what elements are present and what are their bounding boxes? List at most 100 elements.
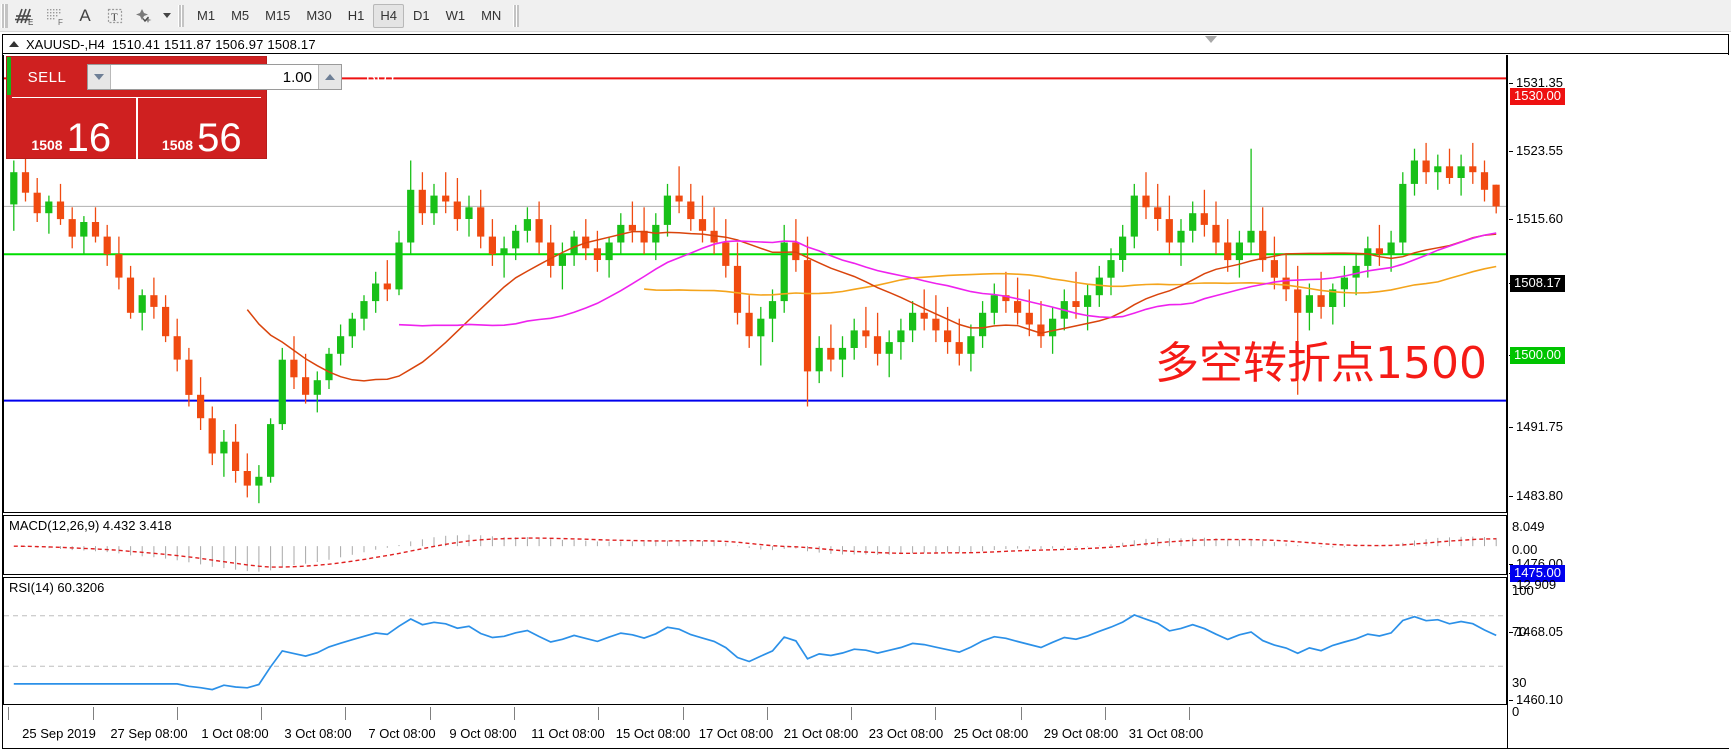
- time-tick: [767, 707, 768, 720]
- chevron-up-icon: [325, 74, 335, 80]
- time-axis-label: 21 Oct 08:00: [783, 726, 859, 741]
- time-tick: [598, 707, 599, 720]
- price-tick-label: 1460.10: [1509, 692, 1563, 707]
- price-tick-label: 1491.75: [1509, 419, 1563, 434]
- timeframe-h4[interactable]: H4: [373, 3, 404, 28]
- price-tick-label: 1523.55: [1509, 143, 1563, 158]
- svg-text:T: T: [111, 11, 118, 23]
- volume-increase-button[interactable]: [318, 65, 341, 89]
- time-axis-label: 9 Oct 08:00: [449, 726, 517, 741]
- timeframe-m15[interactable]: M15: [265, 8, 291, 23]
- time-axis-label: 31 Oct 08:00: [1128, 726, 1204, 741]
- time-tick: [177, 707, 178, 720]
- time-tick: [1189, 707, 1190, 720]
- price-tick-label: 1483.80: [1509, 488, 1563, 503]
- sell-price-pips: 16: [66, 116, 112, 160]
- price-tick-label: 1468.05: [1509, 624, 1563, 639]
- volume-input[interactable]: [111, 65, 318, 89]
- time-tick: [514, 707, 515, 720]
- collapse-triangle-icon[interactable]: [9, 41, 19, 47]
- time-axis-label: 23 Oct 08:00: [868, 726, 944, 741]
- price-tick-label: 1515.60: [1509, 211, 1563, 226]
- indicators-icon[interactable]: E: [10, 3, 40, 29]
- chart-symbol-bar: XAUUSD-,H4 1510.41 1511.87 1506.97 1508.…: [3, 35, 1728, 54]
- chart-window: XAUUSD-,H4 1510.41 1511.87 1506.97 1508.…: [2, 34, 1729, 749]
- time-axis-label: 25 Sep 2019: [22, 726, 96, 741]
- sell-price-cell[interactable]: 1508 16: [7, 97, 138, 159]
- rsi-scale-label: 0: [1512, 704, 1520, 719]
- time-axis-label: 17 Oct 08:00: [698, 726, 774, 741]
- price-level-tag[interactable]: 1475.00: [1510, 565, 1565, 582]
- volume-stepper[interactable]: [87, 64, 342, 90]
- time-tick: [261, 707, 262, 720]
- rsi-scale-label: 100: [1512, 583, 1534, 598]
- panel-accent-strip: [7, 57, 11, 95]
- macd-scale-label: -12.909: [1512, 577, 1557, 592]
- macd-scale-label: 8.049: [1512, 519, 1545, 534]
- text-icon[interactable]: A: [79, 5, 91, 25]
- chart-symbol-label: XAUUSD-,H4: [26, 36, 105, 52]
- timeframe-m30[interactable]: M30: [306, 8, 332, 23]
- timeframe-d1[interactable]: D1: [412, 8, 430, 23]
- chevron-down-icon[interactable]: [160, 4, 173, 28]
- time-axis-label: 29 Oct 08:00: [1043, 726, 1119, 741]
- templates-icon[interactable]: F: [40, 3, 70, 29]
- rsi-scale-label: 70: [1512, 624, 1527, 639]
- time-tick: [430, 707, 431, 720]
- chevron-down-icon: [94, 74, 104, 80]
- price-tick-label: 1531.35: [1509, 75, 1563, 90]
- time-axis-label: 15 Oct 08:00: [615, 726, 691, 741]
- buy-price-cell[interactable]: 1508 56: [138, 97, 267, 159]
- time-axis-label: 11 Oct 08:00: [531, 726, 605, 741]
- price-level-tag[interactable]: 1530.00: [1510, 88, 1565, 105]
- timeframe-mn[interactable]: MN: [481, 8, 502, 23]
- chart-ohlc-values: 1510.41 1511.87 1506.97 1508.17: [111, 36, 316, 52]
- volume-decrease-button[interactable]: [88, 65, 111, 89]
- label-icon[interactable]: T: [100, 3, 130, 29]
- sell-button[interactable]: SELL: [27, 68, 67, 86]
- macd-plot: [13, 534, 1497, 572]
- candlestick-plot: [4, 77, 1506, 504]
- chart-annotation-text: 多空转折点1500: [1155, 338, 1487, 389]
- timeframe-w1[interactable]: W1: [445, 8, 466, 23]
- objects-icon[interactable]: [130, 3, 160, 29]
- time-tick: [1105, 707, 1106, 720]
- main-toolbar: E F A T M1 M5 M15 M30 H1 H4: [0, 0, 1731, 32]
- time-axis-label: 3 Oct 08:00: [284, 726, 352, 741]
- toolbar-separator: [178, 4, 184, 27]
- macd-scale-label: 0.00: [1512, 542, 1538, 557]
- price-level-tag[interactable]: 1508.17: [1510, 275, 1565, 292]
- rsi-scale-label: 30: [1512, 675, 1527, 690]
- toolbar-grip[interactable]: [1, 3, 8, 28]
- svg-text:F: F: [58, 18, 63, 27]
- timeframe-h1[interactable]: H1: [347, 8, 365, 23]
- chevron-down-icon-chart[interactable]: [1205, 36, 1217, 43]
- time-tick: [683, 707, 684, 720]
- price-scale-column[interactable]: 1531.35 1523.55 1515.60 1508.17 1500.00 1491.…: [1507, 55, 1729, 748]
- time-tick: [851, 707, 852, 720]
- toolbar-separator-end: [513, 4, 520, 27]
- timeframe-m5[interactable]: M5: [231, 8, 250, 23]
- time-tick: [93, 707, 94, 720]
- one-click-trading-panel[interactable]: SELL BUY 1508 16 1508 56: [6, 56, 398, 159]
- rsi-plot: [4, 614, 1506, 691]
- time-axis-label: 1 Oct 08:00: [201, 726, 269, 741]
- buy-price-pips: 56: [197, 116, 242, 160]
- time-tick: [345, 707, 346, 720]
- rsi-pane[interactable]: RSI(14) 60.3206: [3, 577, 1507, 705]
- time-tick: [935, 707, 936, 720]
- price-level-tag[interactable]: 1500.00: [1510, 347, 1565, 364]
- time-axis-label: 25 Oct 08:00: [953, 726, 1029, 741]
- macd-title: MACD(12,26,9) 4.432 3.418: [9, 518, 172, 533]
- svg-text:E: E: [28, 18, 33, 27]
- rsi-title: RSI(14) 60.3206: [9, 580, 105, 595]
- trade-controls-row: SELL BUY: [7, 57, 398, 97]
- timeframe-m1[interactable]: M1: [197, 8, 216, 23]
- macd-pane[interactable]: MACD(12,26,9) 4.432 3.418: [3, 515, 1507, 575]
- sell-price-integer: 1508: [31, 137, 63, 153]
- buy-price-integer: 1508: [161, 137, 194, 153]
- buy-button[interactable]: BUY: [365, 68, 399, 86]
- trade-prices-row: 1508 16 1508 56: [7, 97, 266, 159]
- time-axis: 25 Sep 2019 27 Sep 08:00 1 Oct 08:00 3 Oct …: [3, 707, 1507, 748]
- time-axis-label: 7 Oct 08:00: [368, 726, 436, 741]
